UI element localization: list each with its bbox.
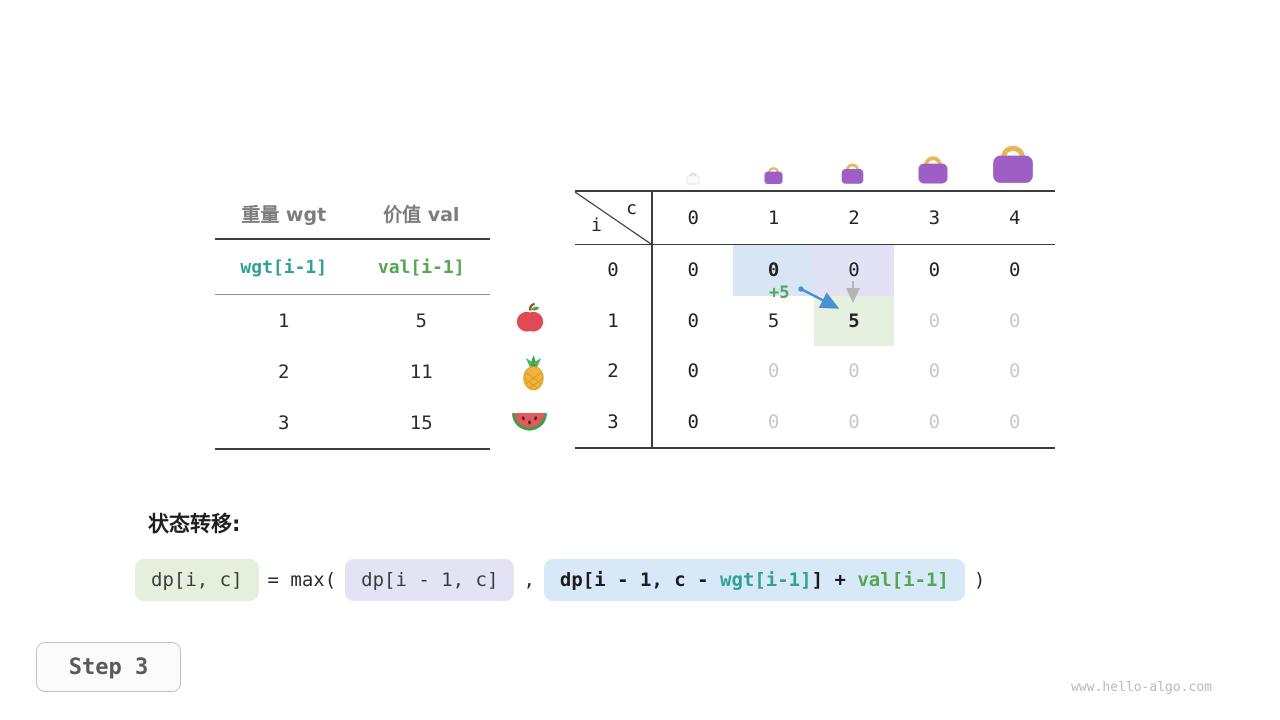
formula-close: ) — [973, 569, 986, 591]
item-value: 11 — [409, 360, 433, 383]
formula-arg2-mid: ] + — [811, 569, 858, 591]
table-row: 3 15 — [215, 397, 490, 448]
dp-row-0: 0 0 0 0 0 0 — [575, 245, 1055, 296]
dp-row-header: 0 — [575, 245, 653, 296]
dp-col-header: 0 — [687, 207, 699, 229]
dp-table-header: c i 0 1 2 3 4 — [575, 192, 1055, 245]
formula-arg2-prefix: dp[i - 1, c - — [559, 569, 721, 591]
dp-cell: 0 — [767, 410, 780, 433]
step-badge: Step 3 — [36, 642, 181, 692]
dp-cell-current: 5 — [813, 295, 895, 346]
dp-cell: 0 — [687, 360, 699, 383]
dp-col-header: 1 — [767, 207, 780, 229]
watermelon-icon — [511, 408, 548, 435]
dp-col-header: 3 — [928, 207, 941, 229]
dp-cell: 0 — [767, 360, 780, 383]
col-header-value: 价值 val — [383, 203, 460, 226]
dp-cell: 0 — [1009, 309, 1021, 332]
dp-cell: 0 — [928, 410, 941, 433]
items-table: 重量 wgt 价值 val wgt[i-1] val[i-1] 1 5 2 11… — [215, 188, 490, 450]
dp-cell: 0 — [687, 410, 699, 433]
formula-lhs: dp[i, c] — [135, 559, 259, 601]
bag-icon-capacity-1 — [763, 165, 784, 185]
dp-cell: 5 — [767, 309, 780, 332]
pineapple-icon — [519, 354, 548, 391]
dp-corner-cell: c i — [575, 192, 653, 244]
dp-row-2: 2 0 0 0 0 0 — [575, 346, 1055, 397]
table-row: 1 5 — [215, 295, 490, 346]
dp-col-header: 4 — [1009, 207, 1021, 229]
dp-cell: 0 — [1009, 259, 1021, 282]
formula-comma: , — [523, 569, 535, 591]
formula-arg2-val: val[i-1] — [857, 569, 949, 591]
dp-col-header: 2 — [848, 207, 860, 229]
transition-title: 状态转移: — [148, 512, 241, 536]
dp-cell: 0 — [687, 259, 699, 282]
bag-icon-capacity-4 — [990, 141, 1036, 185]
dp-row-header: 2 — [575, 346, 653, 397]
dp-row-header: 3 — [575, 396, 653, 447]
dp-cell: 0 — [928, 309, 941, 332]
watermark: www.hello-algo.com — [1071, 680, 1212, 695]
add-value-annotation: +5 — [769, 283, 790, 303]
items-table-formula-row: wgt[i-1] val[i-1] — [215, 240, 490, 295]
formula-arg1: dp[i - 1, c] — [345, 559, 515, 601]
items-table-header: 重量 wgt 价值 val — [215, 188, 490, 240]
dp-cell: 0 — [848, 410, 860, 433]
dp-cell: 0 — [1009, 410, 1021, 433]
item-value: 5 — [415, 309, 427, 332]
apple-icon — [515, 302, 545, 334]
transition-formula: dp[i, c] = max( dp[i - 1, c] , dp[i - 1,… — [135, 559, 985, 601]
corner-row-label: i — [591, 215, 602, 236]
dp-cell-source-above: 0 — [813, 245, 895, 296]
dp-cell: 0 — [1009, 360, 1021, 383]
item-weight: 1 — [278, 309, 290, 332]
col-header-weight: 重量 wgt — [241, 203, 327, 226]
item-weight: 3 — [278, 411, 290, 434]
bag-icon-capacity-0 — [686, 171, 700, 185]
value-formula-label: val[i-1] — [377, 256, 465, 278]
dp-cell: 0 — [687, 309, 699, 332]
dp-row-3: 3 0 0 0 0 0 — [575, 396, 1055, 447]
diagonal-divider — [575, 192, 651, 244]
table-row: 2 11 — [215, 346, 490, 397]
formula-arg2-wgt: wgt[i-1] — [720, 569, 812, 591]
item-value: 15 — [409, 411, 433, 434]
dp-cell: 0 — [928, 360, 941, 383]
dp-table: c i 0 1 2 3 4 0 0 0 0 0 0 1 0 5 5 0 0 2 — [575, 190, 1055, 449]
bag-icon-capacity-3 — [916, 153, 950, 185]
dp-cell: 0 — [848, 360, 860, 383]
corner-col-label: c — [626, 198, 637, 219]
weight-formula-label: wgt[i-1] — [240, 256, 328, 278]
dp-row-header: 1 — [575, 295, 653, 346]
dp-cell: 0 — [928, 259, 941, 282]
bag-icon-capacity-2 — [840, 161, 865, 185]
formula-arg2: dp[i - 1, c - wgt[i-1]] + val[i-1] — [543, 559, 965, 601]
formula-eq-max: = max( — [267, 569, 337, 591]
item-weight: 2 — [278, 360, 290, 383]
dp-row-1: 1 0 5 5 0 0 — [575, 295, 1055, 346]
